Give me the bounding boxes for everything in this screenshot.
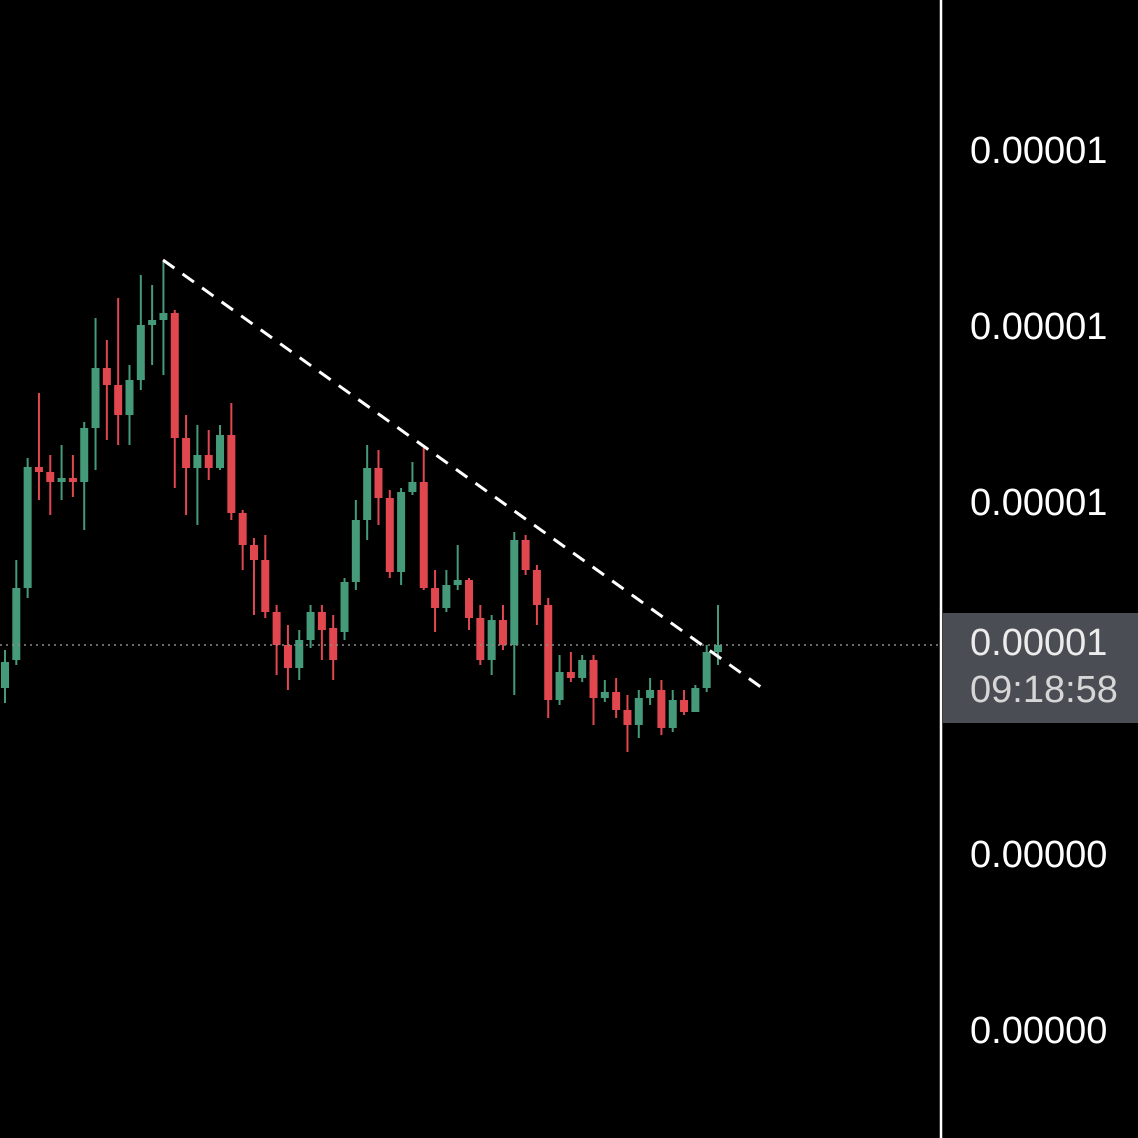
candle-body xyxy=(136,325,145,380)
candle-body xyxy=(374,468,383,498)
candle-body xyxy=(419,482,428,588)
candle-body xyxy=(646,690,655,698)
candle-body xyxy=(623,710,632,725)
candle-body xyxy=(227,435,236,513)
candle-body xyxy=(159,313,168,320)
candle-body xyxy=(600,692,609,698)
candle-body xyxy=(80,428,89,482)
y-tick-label: 0.00001 xyxy=(970,482,1107,524)
candle-body xyxy=(408,482,417,492)
candle-body xyxy=(57,478,66,482)
candle-body xyxy=(714,645,722,652)
candle-body xyxy=(498,620,507,645)
candle-body xyxy=(317,612,326,630)
candle-body xyxy=(283,645,292,668)
candle-body xyxy=(680,700,689,712)
candle-body xyxy=(34,467,43,472)
candle-body xyxy=(521,540,530,570)
candle-body xyxy=(295,640,304,668)
candle-body xyxy=(453,580,462,585)
candle-body xyxy=(431,588,440,608)
candle-body xyxy=(487,620,496,660)
candle-body xyxy=(397,492,406,572)
candle-body xyxy=(68,478,77,482)
candle-body xyxy=(363,468,372,520)
last-price-box xyxy=(943,613,1138,723)
candle-body xyxy=(114,385,123,415)
candle-body xyxy=(193,455,202,468)
y-tick-label: 0.00000 xyxy=(970,834,1107,876)
candle-body xyxy=(555,672,564,700)
candle-body xyxy=(702,652,711,688)
candle-body xyxy=(385,498,394,572)
candle-body xyxy=(1,662,9,688)
candle-body xyxy=(612,692,621,710)
candle-body xyxy=(23,467,32,588)
candle-body xyxy=(91,368,100,428)
plot-area xyxy=(0,262,940,752)
candle-body xyxy=(340,582,349,632)
y-tick-label: 0.00000 xyxy=(970,1010,1107,1052)
candle-body xyxy=(204,455,213,468)
last-price-label: 0.00001 xyxy=(970,622,1107,664)
candle-body xyxy=(329,628,338,660)
candle-body xyxy=(465,580,474,618)
trendline xyxy=(162,258,766,692)
y-tick-label: 0.00001 xyxy=(970,306,1107,348)
y-tick-label: 0.00001 xyxy=(970,130,1107,172)
countdown-label: 09:18:58 xyxy=(970,669,1118,711)
candle-body xyxy=(668,700,677,728)
candle-body xyxy=(476,618,485,660)
candle-body xyxy=(249,545,258,560)
candle-body xyxy=(566,672,575,678)
candle-body xyxy=(272,612,281,645)
candle-body xyxy=(657,690,666,728)
candle-body xyxy=(170,313,179,438)
candle-body xyxy=(182,438,191,468)
candle-body xyxy=(589,660,598,698)
candle-body xyxy=(216,435,225,468)
candle-body xyxy=(351,520,360,582)
price-axis: 0.00001 0.00001 0.00001 0.00000 0.00000 0.000… xyxy=(943,130,1138,1052)
candle-body xyxy=(102,368,111,385)
candle-body xyxy=(634,698,643,725)
candle-body xyxy=(125,380,134,415)
candle-body xyxy=(46,472,55,482)
candle-body xyxy=(510,540,519,645)
candle-body xyxy=(544,605,553,700)
candle-body xyxy=(12,588,21,660)
candle-body xyxy=(532,570,541,605)
candle-body xyxy=(261,560,270,612)
candle-body xyxy=(148,320,157,325)
candle-body xyxy=(578,660,587,678)
candle-body xyxy=(306,612,315,640)
candle-body xyxy=(238,513,247,545)
candle-body xyxy=(691,688,700,712)
candle-body xyxy=(442,585,451,608)
